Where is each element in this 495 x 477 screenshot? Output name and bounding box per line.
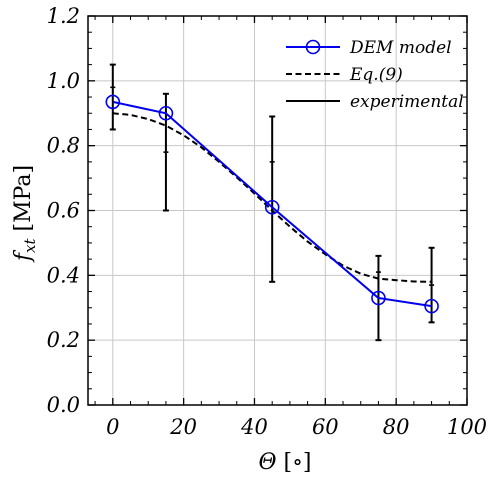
series-layer (105, 63, 439, 342)
y-axis-label-sub: xt (21, 238, 39, 253)
legend-dem-label: DEM model (349, 38, 452, 58)
dem-model-marker (371, 290, 386, 306)
x-axis-label-unit: [∘] (277, 450, 312, 475)
dem-model-marker (264, 199, 280, 215)
legend-entry-eq9: Eq.(9) (286, 65, 403, 85)
x-tick-label: 40 (240, 415, 268, 439)
y-tick-label: 0.4 (47, 263, 80, 287)
legend-entry-experimental: experimental (286, 92, 464, 112)
major-ticks (88, 15, 468, 406)
legend-experimental-label: experimental (350, 92, 464, 112)
y-tick-label: 0.6 (47, 199, 80, 223)
dem-model-marker (158, 105, 174, 121)
tick-labels: 0 20 40 60 80 100 0.0 0.2 0.4 0.6 0.8 1.0 1.2 (47, 4, 487, 439)
x-tick-label: 80 (383, 415, 410, 439)
x-tick-label: 20 (169, 415, 197, 439)
dem-model-marker (424, 298, 439, 314)
x-axis-label-main: Θ (259, 450, 277, 475)
eq9-curve (112, 112, 432, 283)
x-tick-label: 100 (447, 415, 487, 439)
y-axis-label-unit: [MPa] (11, 165, 36, 239)
x-tick-label: 60 (312, 415, 339, 439)
y-tick-label: 0.8 (47, 134, 80, 158)
dem-model-line (112, 100, 432, 308)
legend-eq9-label: Eq.(9) (349, 65, 403, 85)
y-tick-label: 1.0 (47, 69, 80, 93)
y-tick-label: 0.0 (47, 393, 80, 417)
x-tick-label: 0 (106, 415, 119, 439)
legend: DEM model Eq.(9) experimental (286, 38, 464, 112)
legend-entry-dem-model: DEM model (286, 38, 452, 58)
y-tick-label: 0.2 (47, 328, 80, 352)
legend-dem-marker (305, 39, 321, 55)
dem-model-marker (105, 94, 121, 110)
y-tick-label: 1.2 (47, 4, 80, 28)
x-axis-label: Θ [∘] (259, 450, 312, 475)
